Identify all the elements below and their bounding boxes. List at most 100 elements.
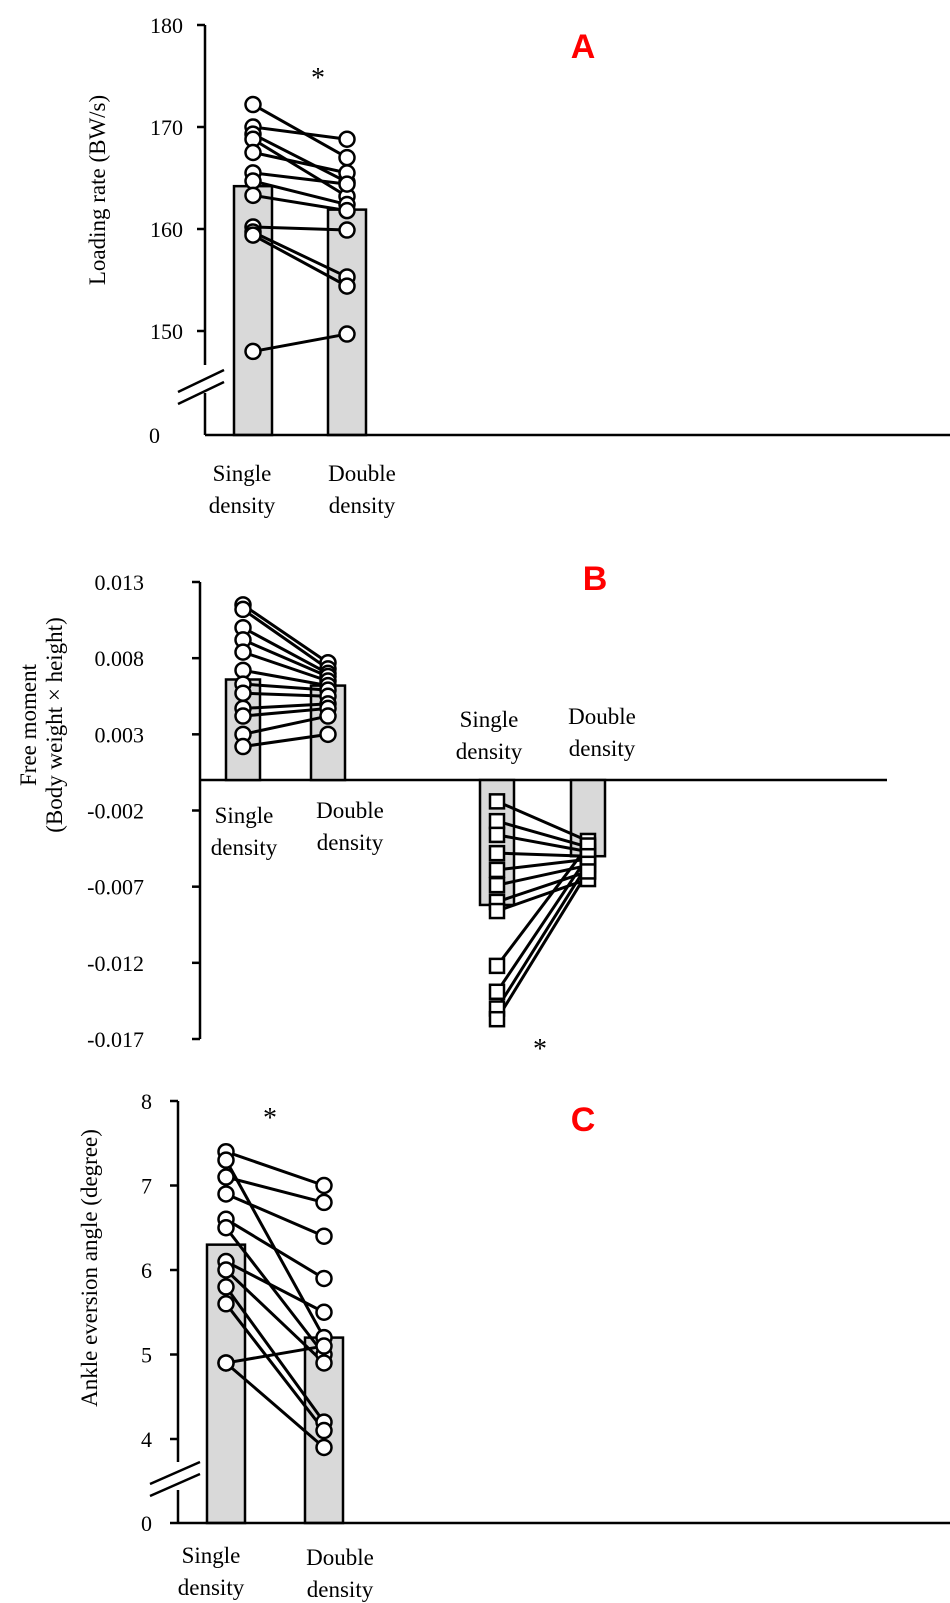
panel-a-y-tick-label-150: 150 bbox=[150, 319, 183, 344]
panel-c-axis-break-mark-2 bbox=[149, 1472, 201, 1498]
panel-a-pair-line-12 bbox=[252, 332, 348, 353]
panel-b-group-2-single-point-9 bbox=[488, 957, 506, 975]
panel-b: 0.013 0.008 0.003 -0.002 -0.007 -0.012 -0.017 S… bbox=[87, 570, 887, 1065]
panel-c-double-point-7 bbox=[315, 1303, 333, 1321]
panel-b-group-2-pair-line-4 bbox=[496, 851, 589, 858]
panel-b-group-2-category-label-2-line-2: density bbox=[569, 736, 636, 761]
panel-b-group-2-single-point-12 bbox=[488, 1010, 506, 1028]
panel-b-group-1-pair-line-4 bbox=[242, 638, 329, 678]
panel-c-category-label-2-line-1: Double bbox=[306, 1545, 374, 1570]
panel-c-y-tick-label-5: 5 bbox=[141, 1343, 152, 1368]
panel-a-label: A bbox=[571, 28, 596, 66]
panel-b-group-1-single-point-5 bbox=[234, 643, 252, 661]
panel-b-group-1-pair-line-11 bbox=[242, 714, 329, 736]
panel-b-y-tick-label-1: 0.013 bbox=[95, 570, 145, 595]
panel-c-pair-line-12 bbox=[225, 1361, 325, 1449]
panel-b-group-2-single-point-2 bbox=[488, 812, 506, 830]
panel-c-double-point-3 bbox=[315, 1193, 333, 1212]
panel-a-y-tick-label-180: 180 bbox=[150, 13, 183, 38]
panel-b-group-1-category-label-1-line-2: density bbox=[211, 835, 278, 860]
panel-a-pair-line-2 bbox=[252, 125, 348, 141]
panel-c-category-label-2-line-2: density bbox=[307, 1577, 374, 1602]
panel-b-group-2-pair-line-2 bbox=[496, 819, 589, 849]
panel-b-y-axis-title-line2: (Body weight × height) bbox=[42, 617, 67, 832]
panel-a-significance-marker: * bbox=[311, 63, 325, 94]
panel-b-y-tick-label-2: 0.008 bbox=[95, 646, 145, 671]
panel-b-group-2-category-label-1-line-1: Single bbox=[460, 707, 519, 732]
panel-b-group-1-pair-line-1 bbox=[242, 603, 329, 664]
panel-a-category-label-1-line-2: density bbox=[209, 493, 276, 518]
panel-a-pair-line-1 bbox=[252, 103, 348, 159]
panel-c-axis-break-mark-1 bbox=[149, 1460, 201, 1486]
panel-c-double-point-8 bbox=[315, 1354, 333, 1372]
panel-c-pair-line-3 bbox=[225, 1175, 325, 1204]
panel-c-pair-line-5 bbox=[225, 1218, 325, 1280]
panel-c-single-point-6 bbox=[217, 1219, 235, 1237]
panel-b-group-2-single-point-3 bbox=[488, 826, 506, 844]
panel-c-double-point-10 bbox=[315, 1421, 333, 1440]
panel-a-single-point-1 bbox=[244, 95, 262, 114]
panel-a-category-label-2-line-2: density bbox=[329, 493, 396, 518]
panel-b-group-2-single-point-8 bbox=[488, 902, 506, 920]
panel-b-group-2-pair-line-3 bbox=[496, 833, 589, 854]
panel-a-category-label-1-line-1: Single bbox=[213, 461, 272, 486]
panel-b-group-2-pair-line-11 bbox=[495, 863, 590, 1010]
panel-a-axis-break-mark-1 bbox=[177, 368, 225, 394]
panel-a-y-tick-label-170: 170 bbox=[150, 115, 183, 140]
panel-b-group-1-pair-line-5 bbox=[242, 650, 329, 683]
panel-b-group-1-pair-line-6 bbox=[242, 668, 329, 688]
panel-a-y-axis-title: Loading rate (BW/s) bbox=[85, 95, 110, 285]
panel-c-single-point-8 bbox=[217, 1261, 235, 1279]
panel-c-axis-break-gap bbox=[174, 1462, 182, 1490]
panel-a-single-point-8 bbox=[244, 186, 262, 205]
panel-a-bar-double bbox=[326, 208, 368, 437]
panel-a-y-tick-label-160: 160 bbox=[150, 217, 183, 242]
panel-b-group-2-single-point-10 bbox=[488, 983, 506, 1001]
panel-a-axis-break-mark-2 bbox=[177, 380, 225, 406]
panel-c-pair-line-11 bbox=[225, 1344, 325, 1365]
panel-b-group-2-pair-line-5 bbox=[496, 857, 589, 872]
panel-b-significance-marker: * bbox=[533, 1034, 547, 1065]
panel-a-double-point-2 bbox=[338, 130, 356, 148]
panel-c-y-tick-label-6: 6 bbox=[141, 1258, 152, 1283]
panel-b-group-2-pair-line-9 bbox=[495, 844, 590, 967]
panel-a-double-point-11 bbox=[338, 277, 356, 295]
panel-a-category-label-2-line-1: Double bbox=[328, 461, 396, 486]
panel-b-group-1-single-point-10 bbox=[234, 707, 252, 725]
panel-a-pair-line-6 bbox=[252, 171, 348, 186]
panel-a-single-point-5 bbox=[244, 143, 262, 162]
panel-c-single-point-9 bbox=[217, 1278, 235, 1296]
panel-b-group-2-pair-line-10 bbox=[495, 855, 590, 993]
panel-c-y-tick-label-4: 4 bbox=[141, 1427, 152, 1452]
panel-b-y-tick-label-4: -0.002 bbox=[87, 799, 144, 824]
panel-a-pair-line-11 bbox=[252, 233, 348, 288]
panel-a-pair-line-5 bbox=[252, 151, 348, 175]
panel-b-group-1-single-point-8 bbox=[234, 684, 252, 702]
panel-a-pair-line-8 bbox=[252, 193, 348, 213]
panel-b-group-2-single-point-1 bbox=[488, 793, 506, 810]
panel-c-significance-marker: * bbox=[263, 1103, 277, 1134]
panel-b-group-1-category-label-2-line-1: Double bbox=[316, 798, 384, 823]
panel-b-y-tick-label-3: 0.003 bbox=[95, 722, 145, 747]
panel-b-group-1-pair-line-10 bbox=[242, 706, 329, 718]
panel-c-single-point-3 bbox=[217, 1168, 235, 1186]
panel-a-pair-line-9 bbox=[252, 225, 348, 232]
panel-b-group-1-category-label-1-line-1: Single bbox=[215, 803, 274, 828]
panel-b-group-1-pair-line-9 bbox=[242, 702, 329, 710]
panel-b-label: B bbox=[583, 560, 608, 598]
panel-c-label: C bbox=[571, 1101, 596, 1139]
panel-a-single-point-12 bbox=[244, 342, 262, 361]
panel-b-group-2-single-point-5 bbox=[488, 861, 506, 879]
panel-c-y-tick-label-8: 8 bbox=[141, 1089, 152, 1114]
panel-b-group-2-pair-line-8 bbox=[496, 877, 589, 913]
panel-c-double-point-1 bbox=[315, 1176, 333, 1195]
panel-c-y-axis-title: Ankle eversion angle (degree) bbox=[77, 1129, 102, 1407]
panel-b-group-1-double-point-12 bbox=[319, 725, 337, 744]
panel-b-y-axis-title-line1: Free moment bbox=[16, 663, 41, 786]
panel-b-group-2-category-label-2-line-1: Double bbox=[568, 704, 636, 729]
panel-a-double-point-9 bbox=[338, 221, 356, 239]
panel-a-double-point-12 bbox=[338, 325, 356, 343]
panel-c-single-point-4 bbox=[217, 1185, 235, 1203]
panel-c-single-point-12 bbox=[217, 1354, 235, 1372]
